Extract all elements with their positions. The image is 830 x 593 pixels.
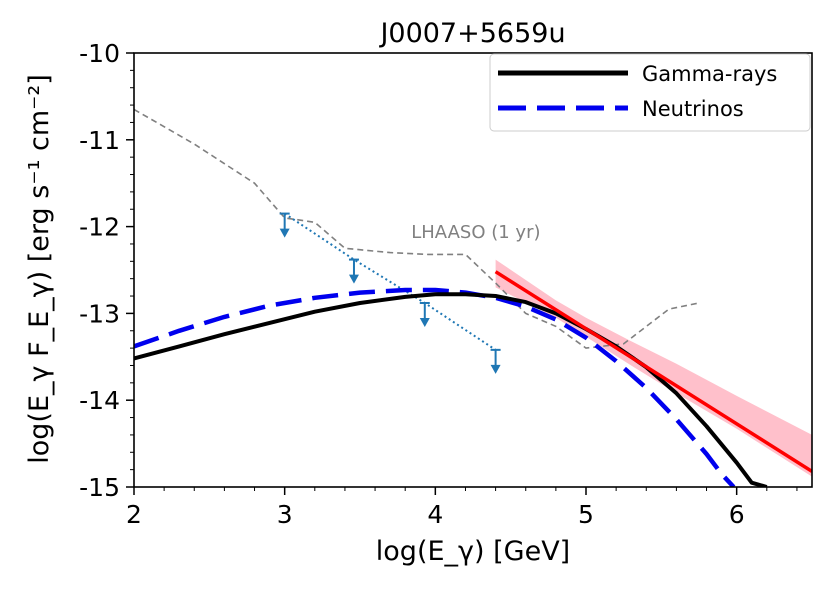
series-gamma-rays bbox=[134, 292, 768, 487]
x-tick-label: 3 bbox=[277, 500, 293, 529]
axes-frame bbox=[133, 52, 813, 488]
upper-limit-head bbox=[279, 228, 290, 238]
y-tick-label: -10 bbox=[79, 39, 120, 68]
upper-limit-arrow-1 bbox=[279, 212, 290, 238]
y-tick-label: -14 bbox=[79, 386, 120, 415]
legend: Gamma-rays Neutrinos bbox=[489, 53, 811, 132]
x-tick-label: 6 bbox=[729, 500, 745, 529]
series-lhaaso-sensitivity bbox=[134, 108, 700, 349]
x-tick-label: 5 bbox=[578, 500, 594, 529]
series-power-law-fit bbox=[494, 270, 812, 473]
y-tick-label: -13 bbox=[79, 299, 120, 328]
legend-label-neutrinos: Neutrinos bbox=[642, 97, 744, 121]
y-tick-label: -11 bbox=[79, 126, 120, 155]
plot-area: LHAASO (1 yr) 2 3 4 5 6 -15 -14 -13 -12 -11 -10 bbox=[79, 39, 813, 529]
upper-limit-arrow-3 bbox=[419, 301, 430, 327]
series-upper-limit-trend bbox=[284, 212, 497, 351]
upper-limit-arrow-4 bbox=[490, 348, 501, 374]
series-neutrinos bbox=[134, 287, 736, 487]
y-tick-label: -12 bbox=[79, 213, 120, 242]
legend-label-gamma-rays: Gamma-rays bbox=[642, 62, 777, 86]
uncertainty-band bbox=[495, 259, 812, 477]
upper-limit-arrow-2 bbox=[348, 258, 359, 284]
upper-limit-head bbox=[490, 364, 501, 374]
upper-limit-head bbox=[348, 274, 359, 284]
upper-limit-head bbox=[419, 317, 430, 327]
x-tick-label: 4 bbox=[427, 500, 443, 529]
y-tick-label: -15 bbox=[79, 473, 120, 502]
lhaaso-annotation: LHAASO (1 yr) bbox=[411, 222, 540, 243]
chart-title: J0007+5659u bbox=[378, 18, 565, 49]
y-axis-label: log(E_γ F_E_γ) [erg s⁻¹ cm⁻²] bbox=[24, 74, 55, 463]
plot-clip-group bbox=[134, 108, 812, 487]
x-axis-label: log(E_γ) [GeV] bbox=[376, 536, 570, 567]
x-tick-label: 2 bbox=[126, 500, 142, 529]
